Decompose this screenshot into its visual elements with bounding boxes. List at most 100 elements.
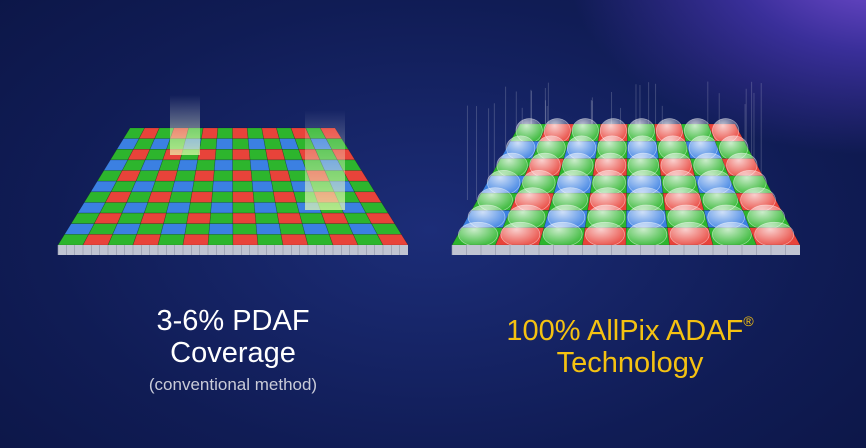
pixel [144,202,169,213]
pixel [190,192,212,203]
pixel [256,224,281,235]
pixel [212,181,232,192]
pixel [233,234,258,245]
pixel [247,128,264,139]
pixel [214,160,232,171]
pixel [233,224,257,235]
right-title-1-line: 100% AllPix ADAF® [470,305,790,347]
pixel [254,202,277,213]
pixel [233,149,251,160]
pixel [252,181,273,192]
pixel [83,234,113,245]
pixel [250,160,269,171]
left-title-2: Coverage [83,337,383,369]
pixel [233,192,254,203]
pixel [208,234,233,245]
pixel [137,224,164,235]
pixel [212,192,233,203]
conventional-sensor [58,95,408,255]
pixel [233,202,255,213]
pixel [216,139,233,150]
pixel [270,171,291,182]
pixel [211,202,233,213]
pdaf-beam [305,110,345,210]
pixel [201,128,217,139]
pixel [233,160,251,171]
pixel [253,192,275,203]
pixel [122,202,148,213]
right-title-2: Technology [470,347,790,379]
micro-lens [755,222,794,246]
pixel [271,181,293,192]
pixel [166,202,190,213]
right-caption: 100% AllPix ADAF® Technology [470,305,790,379]
pixel [233,171,252,182]
pixel [275,202,299,213]
pixel [152,181,175,192]
pixel [302,224,329,235]
pixel [268,160,288,171]
pixel [277,213,302,224]
pixel [177,160,197,171]
pixel [249,149,267,160]
pixel [255,213,279,224]
pixel [233,139,250,150]
pixel [200,139,217,150]
micro-lens [712,222,751,246]
pixel [213,171,232,182]
pixel [273,192,296,203]
pixel [185,224,210,235]
pixel [127,192,152,203]
pixel [189,202,212,213]
pixel [279,224,305,235]
pixel [248,139,266,150]
pixel [183,234,209,245]
pixel [133,234,161,245]
pixel [299,213,325,224]
pixel [140,213,166,224]
pixel [164,213,189,224]
pixel [192,181,213,192]
pixel [209,224,233,235]
pixel [233,213,256,224]
pixel [108,234,137,245]
pixel [194,171,214,182]
pixel [113,224,141,235]
pixel [187,213,211,224]
right-title-1: 100% AllPix ADAF [506,315,743,347]
left-caption: 3-6% PDAF Coverage (conventional method) [83,305,383,397]
pixel [215,149,232,160]
micro-lens [543,222,582,246]
pixel [198,149,216,160]
pixel [233,128,249,139]
allpix-sensor [452,82,800,255]
pixel [159,160,180,171]
micro-lens [501,222,540,246]
pixel [117,213,144,224]
micro-lens [628,222,667,246]
pixel [251,171,271,182]
trademark: ® [743,313,753,329]
pixel [233,181,253,192]
micro-lens [670,222,709,246]
pixel [175,171,196,182]
pixel [266,149,285,160]
pixel [264,139,282,150]
left-subtitle: (conventional method) [83,373,383,397]
pdaf-beam [170,95,200,155]
pixel [217,128,233,139]
pixel [158,234,185,245]
pixel [257,234,283,245]
pixel [196,160,215,171]
pixel [155,171,177,182]
micro-lens [458,222,497,246]
pixel [148,192,172,203]
pixel [305,234,333,245]
pixel [161,224,187,235]
micro-lens [585,222,624,246]
pixel [210,213,233,224]
pixel [169,192,192,203]
pixel [377,234,408,245]
left-title-1: 3-6% PDAF [83,305,383,337]
